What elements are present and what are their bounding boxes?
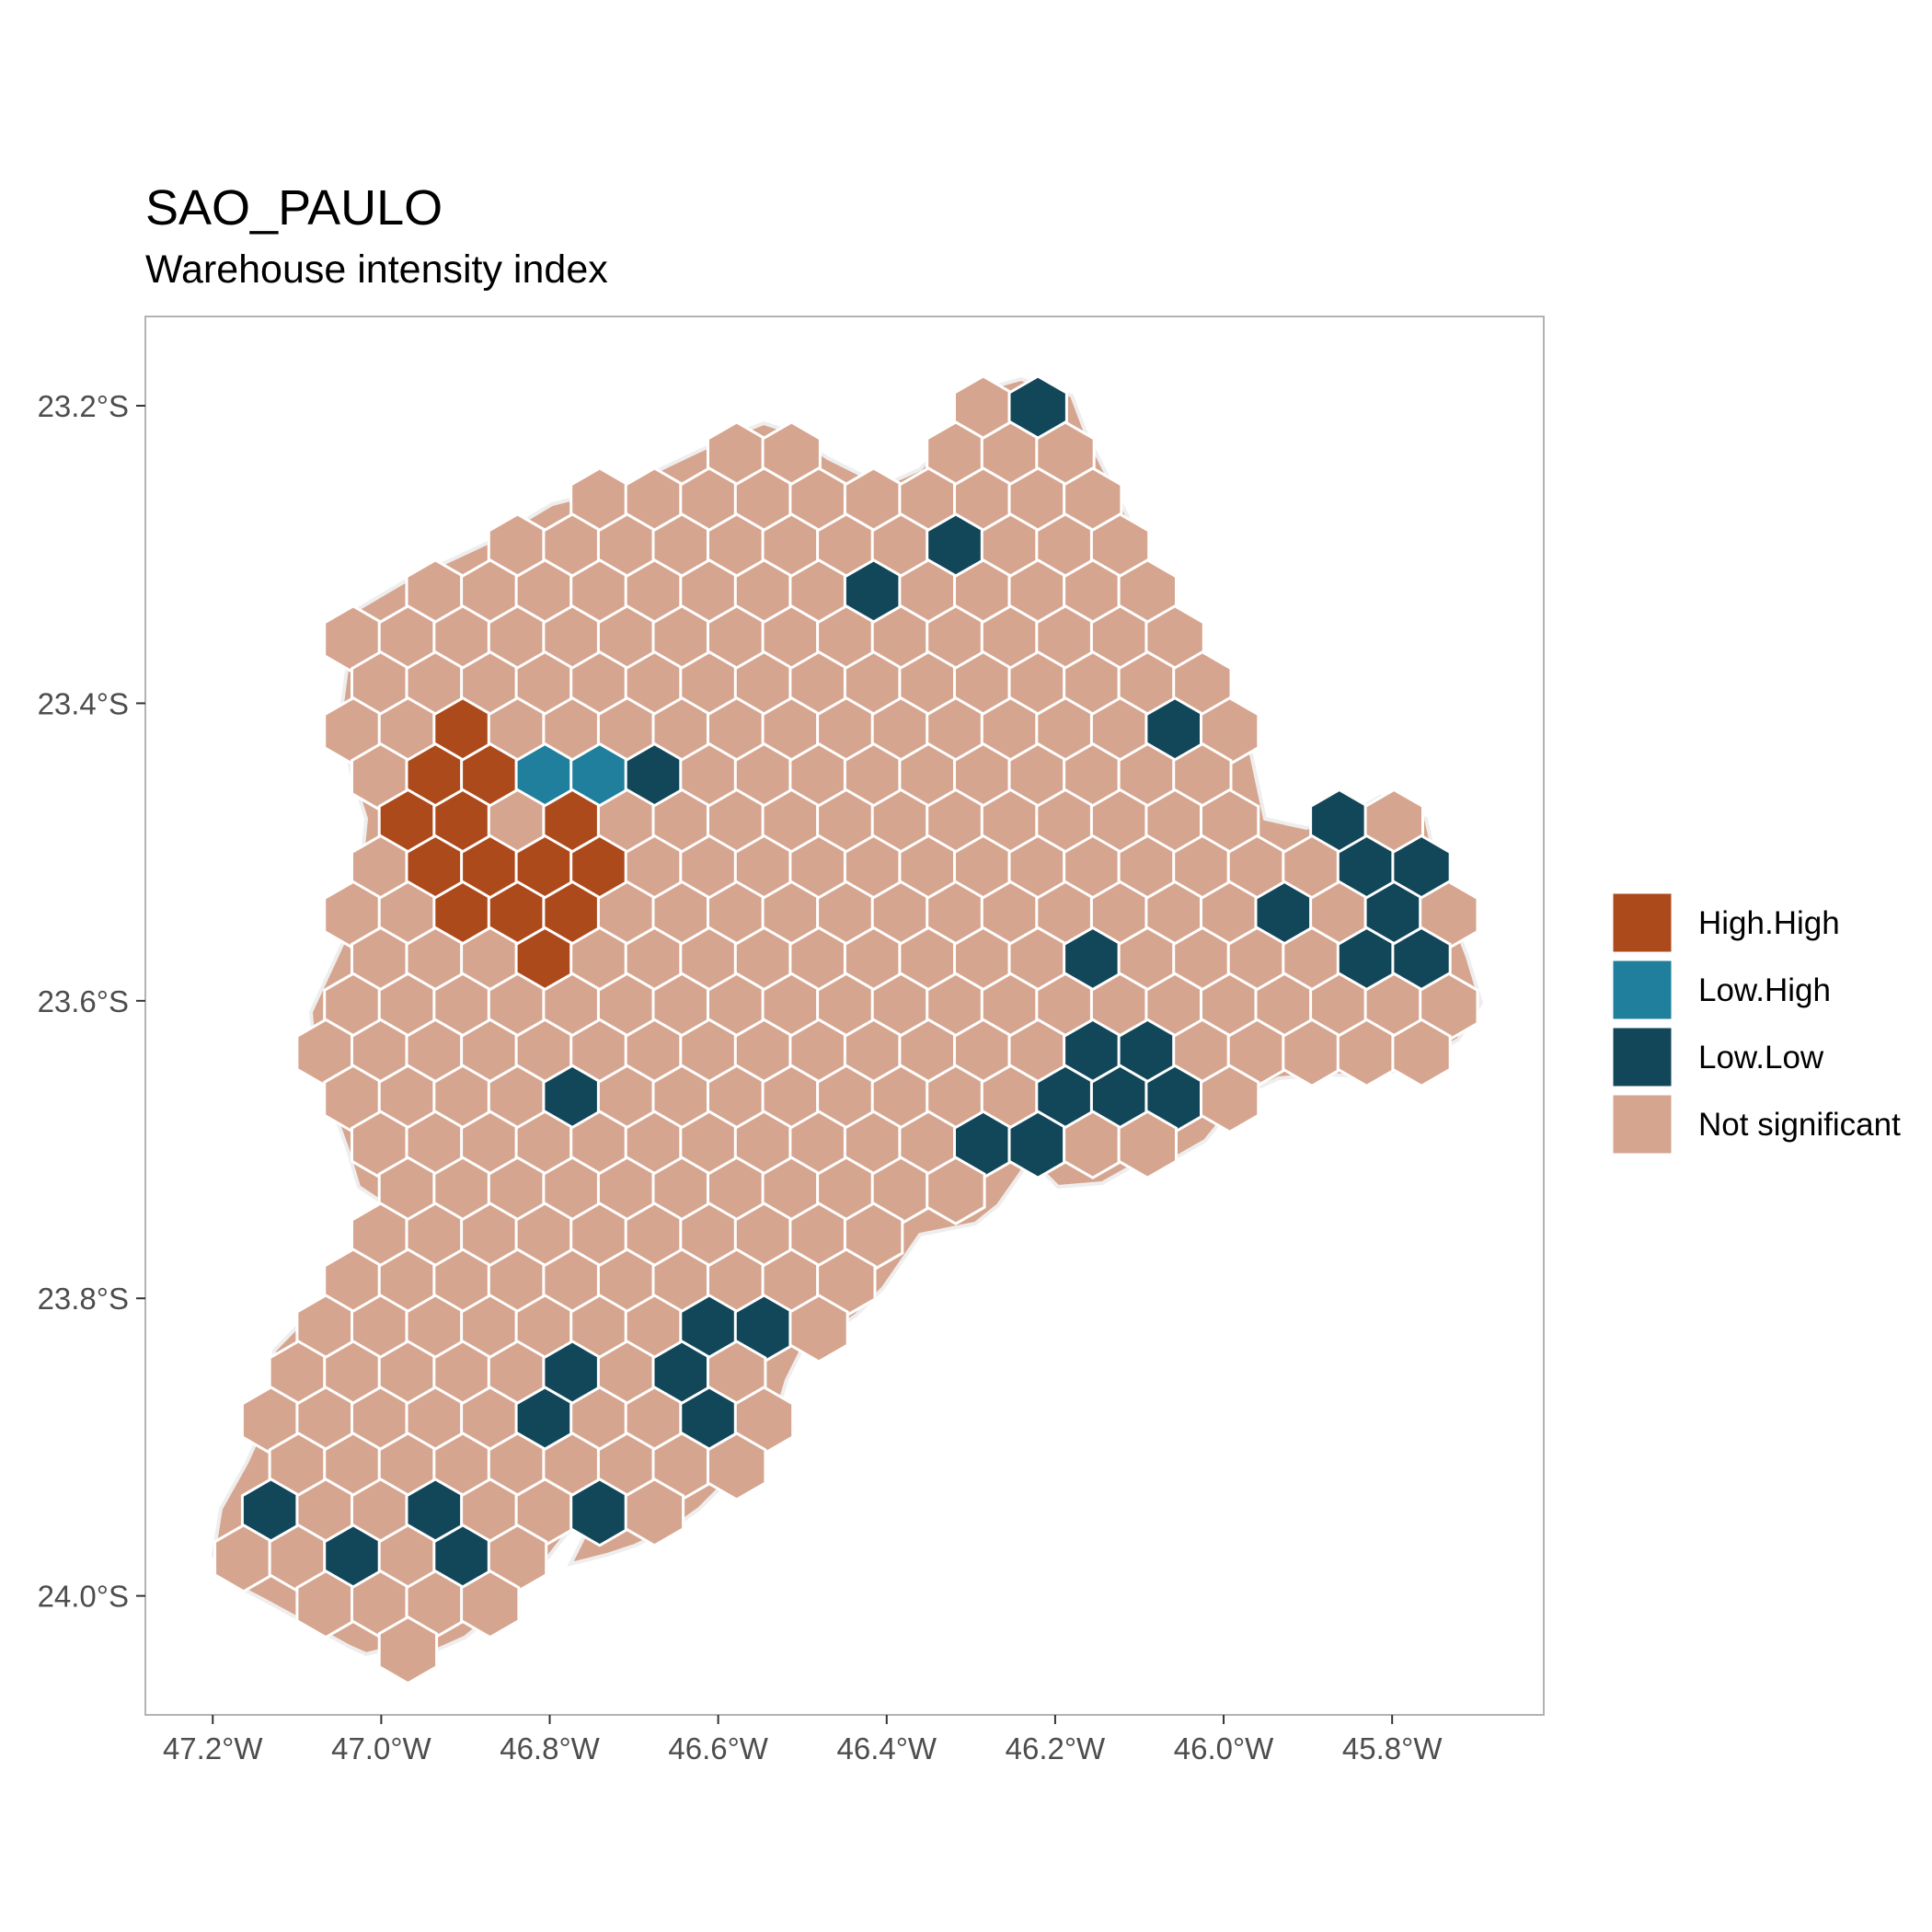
legend-swatch [1610, 958, 1674, 1022]
y-tick-label: 23.8°S [38, 1282, 129, 1316]
hex-cell [1117, 1110, 1178, 1179]
y-tick-label: 24.0°S [38, 1580, 129, 1614]
legend-label: Not significant [1698, 1107, 1901, 1143]
x-tick-label: 46.0°W [1174, 1731, 1274, 1765]
x-tick-label: 46.8°W [500, 1731, 600, 1765]
hex-cell [926, 1156, 986, 1225]
map-subtitle: Warehouse intensity index [145, 247, 608, 292]
legend-swatch [1610, 891, 1674, 955]
x-tick-label: 46.4°W [836, 1731, 937, 1765]
x-tick-label: 46.2°W [1006, 1731, 1106, 1765]
legend-label: Low.High [1698, 972, 1831, 1008]
hex-cell [1200, 1064, 1260, 1134]
hex-layer [213, 374, 1479, 1685]
hex-cell [460, 1569, 521, 1639]
legend-swatch [1610, 1092, 1674, 1156]
x-tick-label: 46.6°W [668, 1731, 768, 1765]
legend: High.High Low.High Low.Low Not significant [1610, 891, 1901, 1156]
x-tick-label: 45.8°W [1342, 1731, 1443, 1765]
legend-label: Low.Low [1698, 1040, 1824, 1075]
x-tick-label: 47.0°W [331, 1731, 431, 1765]
hex-cell [788, 1294, 849, 1363]
hex-cell [1391, 1018, 1452, 1088]
x-tick-label: 47.2°W [163, 1731, 263, 1765]
axis-layer: 47.2°W 47.0°W 46.8°W 46.6°W 46.4°W 46.2°W 46.0… [38, 389, 1443, 1765]
y-tick-label: 23.2°S [38, 389, 129, 423]
y-tick-label: 23.6°S [38, 984, 129, 1018]
legend-swatch [1610, 1025, 1674, 1089]
hex-cell [377, 1615, 439, 1685]
map-title: SAO_PAULO [145, 180, 443, 236]
y-tick-label: 23.4°S [38, 686, 129, 720]
hex-cell [624, 1478, 685, 1547]
legend-label: High.High [1698, 905, 1840, 941]
hex-cell [707, 1432, 767, 1501]
